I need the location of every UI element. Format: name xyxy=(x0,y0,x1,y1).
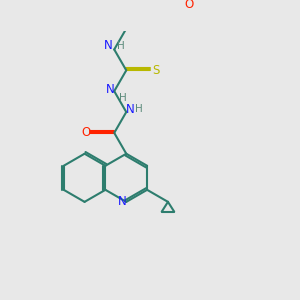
Text: H: H xyxy=(117,41,124,51)
Text: O: O xyxy=(81,126,90,140)
Text: S: S xyxy=(152,64,159,77)
Text: H: H xyxy=(135,104,142,114)
Text: H: H xyxy=(119,93,127,103)
Text: N: N xyxy=(125,103,134,116)
Text: O: O xyxy=(184,0,194,11)
Text: N: N xyxy=(106,83,115,96)
Text: N: N xyxy=(118,195,127,208)
Text: N: N xyxy=(103,39,112,52)
